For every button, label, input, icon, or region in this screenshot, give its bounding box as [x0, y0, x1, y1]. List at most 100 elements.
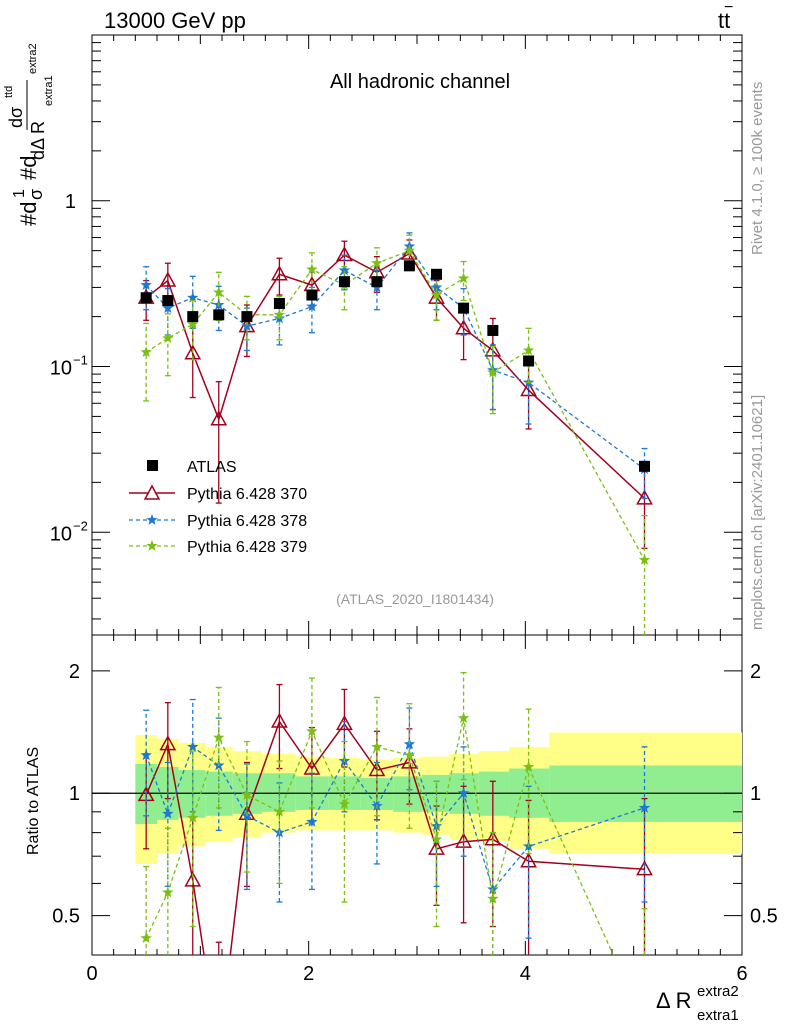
ratio-point-p370	[184, 871, 202, 887]
ratio-tick-label-left: 1	[69, 783, 80, 805]
point-p370	[271, 265, 288, 281]
ratio-point-p379	[187, 811, 199, 823]
ratio-tick-label-right: 2	[750, 661, 761, 683]
y-tick-label-main: 10 −2	[50, 518, 88, 545]
point-p379	[187, 318, 199, 330]
analysis-id: (ATLAS_2020_I1801434)	[336, 591, 494, 607]
point-p378	[306, 300, 318, 312]
legend-label-p379: Pythia 6.428 379	[187, 539, 307, 556]
ratio-point-p379	[403, 749, 416, 761]
ratio-point-p379	[522, 761, 535, 772]
rivet-label: Rivet 4.1.0, ≥ 100k events	[749, 82, 766, 255]
legend-marker-atlas	[147, 460, 158, 471]
y-tick-label-base: 10	[50, 523, 72, 545]
ratio-axis-label: Ratio to ATLAS	[25, 747, 42, 855]
point-p379	[403, 244, 416, 256]
ratio-point-p378	[457, 787, 470, 799]
ratio-point-p379	[140, 932, 152, 944]
ylabel-sigma: σ	[26, 189, 46, 200]
legend: ATLAS Pythia 6.428 370 Pythia 6.428 378 …	[129, 459, 307, 556]
ratio-tick-label-left: 0.5	[52, 906, 80, 928]
point-atlas	[187, 311, 199, 323]
point-p379	[140, 346, 152, 358]
y-tick-label-exp: −2	[73, 518, 88, 533]
point-p379	[457, 272, 470, 284]
point-atlas	[639, 460, 650, 472]
ratio-point-p370	[368, 761, 386, 777]
mcplots-label: mcplots.cern.ch [arXiv:2401.10621]	[749, 395, 766, 630]
point-atlas	[273, 297, 285, 309]
xlabel-sup: extra2	[697, 983, 739, 1000]
ratio-point-p379	[306, 725, 318, 737]
ratio-point-p370	[336, 714, 353, 731]
ratio-tick-label-right: 0.5	[750, 906, 778, 928]
y-tick-label-exp: −1	[73, 353, 88, 368]
ylabel-d2: #d	[16, 156, 41, 180]
point-atlas	[306, 289, 318, 301]
series-atlas	[140, 260, 650, 472]
legend-marker-p378	[146, 514, 158, 525]
ratio-point-p379	[487, 892, 499, 904]
ylabel-dsigma: dσ	[6, 107, 26, 128]
ratio-point-p370	[636, 860, 653, 876]
legend-marker-p370	[143, 484, 161, 500]
point-atlas	[458, 302, 470, 314]
legend-marker-p379	[146, 540, 158, 551]
ratio-point-p379	[241, 788, 253, 800]
process-bar: −	[724, 0, 733, 16]
series-p379	[140, 234, 651, 635]
y-tick-label-base: 10	[50, 358, 72, 380]
ratio-tick-label-right: 1	[750, 783, 761, 805]
ratio-point-p378	[140, 749, 152, 761]
point-p370	[636, 489, 653, 505]
point-atlas	[213, 309, 225, 321]
point-p379	[638, 554, 651, 565]
ratio-tick-label-left: 2	[69, 661, 80, 683]
ratio-point-p370	[271, 712, 288, 728]
ratio-point-p379	[457, 712, 470, 723]
ratio-point-p379	[338, 798, 351, 809]
point-atlas	[371, 276, 383, 288]
legend-label-p378: Pythia 6.428 378	[187, 513, 307, 530]
point-p370	[159, 271, 177, 287]
band-inner-bin	[393, 776, 423, 812]
x-tick-label: 6	[736, 963, 747, 985]
point-atlas	[431, 268, 442, 280]
ylabel-extra2: extra2	[27, 43, 39, 74]
ylabel-extra1: extra1	[43, 75, 55, 106]
legend-label-p370: Pythia 6.428 370	[187, 486, 307, 503]
ylabel-one: 1	[11, 189, 28, 198]
channel-title: All hadronic channel	[330, 71, 510, 93]
point-atlas	[241, 311, 253, 323]
x-tick-label: 4	[520, 963, 531, 985]
y-tick-label-main: 10 −1	[50, 353, 88, 380]
ratio-point-p378	[162, 807, 174, 819]
point-p378	[140, 279, 152, 290]
series	[137, 232, 653, 955]
ratio-point-p378	[187, 740, 199, 752]
ratio-point-p379	[430, 833, 443, 845]
point-p379	[306, 263, 318, 275]
ylabel-dDelta: dΔ R	[28, 121, 48, 160]
series-line-p378	[145, 245, 645, 470]
xlabel-main: Δ R	[656, 988, 691, 1013]
point-p379	[213, 286, 225, 298]
point-p379	[522, 344, 535, 356]
point-atlas	[403, 260, 415, 272]
ratio-point-p370	[159, 735, 177, 751]
ratio-point-p379	[371, 740, 383, 752]
ratio-line-p379	[145, 717, 614, 955]
ratio-point-p378	[638, 801, 651, 813]
ratio-point-p379	[162, 886, 174, 898]
x-axis-label: Δ R extra2 extra1	[656, 983, 739, 1024]
ratio-point-p379	[273, 805, 286, 817]
ylabel-d: #d	[16, 202, 41, 226]
ylabel-ttd: ttd	[3, 86, 15, 98]
point-atlas	[487, 324, 499, 336]
axes: 0 2 4 610 −210 −110.5 0.51 12 2	[50, 34, 778, 985]
y-axis-label: #d 1 σ #d dσ ttd dΔ R extra1 extra2	[3, 43, 55, 226]
x-tick-label: 2	[303, 963, 314, 985]
ratio-point-p378	[306, 815, 318, 827]
point-p379	[430, 289, 443, 300]
